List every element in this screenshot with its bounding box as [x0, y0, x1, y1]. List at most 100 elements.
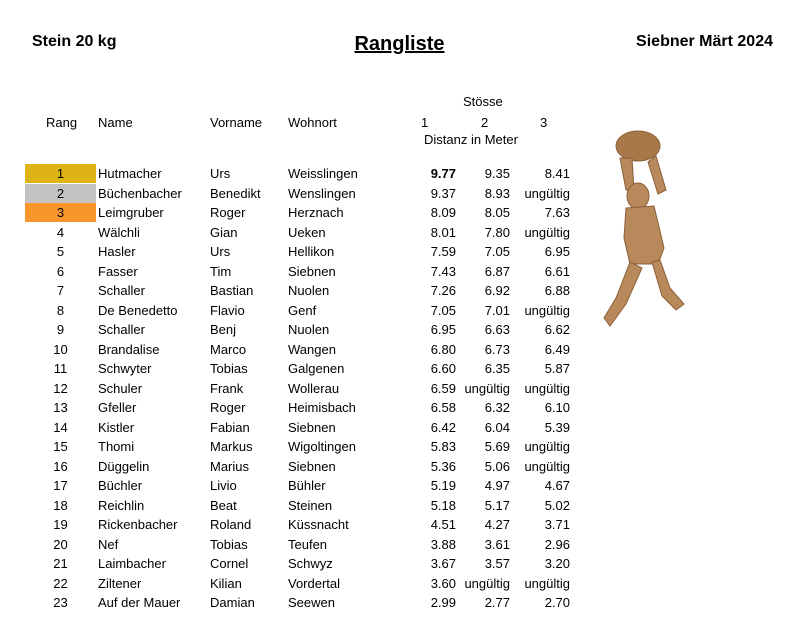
table-row: 18 Reichlin Beat Steinen 5.18 5.17 5.02: [0, 496, 600, 515]
first-name-cell: Roger: [210, 205, 246, 220]
rank-cell: 1: [25, 164, 96, 183]
residence-cell: Küssnacht: [288, 517, 349, 532]
first-name-cell: Beat: [210, 497, 237, 513]
rank-cell: 3: [25, 203, 96, 222]
residence-cell: Wigoltingen: [288, 439, 356, 454]
throw-2-cell: 6.87: [484, 263, 510, 279]
residence-cell: Siebnen: [288, 458, 336, 474]
throw-1-cell: 8.09: [430, 205, 456, 220]
table-row: 2 Büchenbacher Benedikt Wenslingen 9.37 8.93 u…: [0, 183, 600, 203]
throw-2-cell: 6.92: [484, 283, 510, 298]
residence-cell: Schwyz: [288, 556, 333, 571]
table-row: 10 Brandalise Marco Wangen 6.80 6.73 6.49: [0, 340, 600, 359]
table-row: 20 Nef Tobias Teufen 3.88 3.61 2.96: [0, 535, 600, 554]
residence-cell: Siebnen: [288, 419, 336, 435]
name-cell: Kistler: [98, 419, 135, 435]
first-name-cell: Damian: [210, 595, 255, 610]
throw-3-cell: 7.63: [544, 205, 570, 220]
table-row: 3 Leimgruber Roger Herznach 8.09 8.05 7.63: [0, 203, 600, 222]
rank-cell: 22: [53, 575, 68, 591]
throw-1-cell: 3.60: [430, 575, 456, 591]
name-cell: Schaller: [98, 283, 145, 298]
table-row: 14 Kistler Fabian Siebnen 6.42 6.04 5.39: [0, 418, 600, 437]
residence-cell: Heimisbach: [288, 400, 356, 415]
first-name-cell: Cornel: [210, 556, 249, 571]
throw-1-cell: 9.77: [430, 166, 456, 181]
residence-cell: Seewen: [288, 595, 335, 610]
table-row: 17 Büchler Livio Bühler 5.19 4.97 4.67: [0, 476, 600, 495]
throw-3-cell: ungültig: [524, 185, 570, 201]
residence-cell: Steinen: [288, 497, 333, 513]
throw-1-cell: 6.80: [430, 341, 456, 357]
residence-cell: Herznach: [288, 205, 344, 220]
table-row: 7 Schaller Bastian Nuolen 7.26 6.92 6.88: [0, 281, 600, 300]
first-name-cell: Urs: [210, 244, 231, 259]
name-cell: Gfeller: [98, 400, 137, 415]
first-name-cell: Marco: [210, 341, 247, 357]
residence-cell: Ueken: [288, 224, 326, 240]
throw-1-cell: 5.83: [430, 439, 456, 454]
throw-1-cell: 3.67: [430, 556, 456, 571]
rank-cell: 12: [53, 380, 68, 396]
first-name-cell: Livio: [210, 478, 237, 493]
rank-cell: 16: [53, 458, 68, 474]
category-label: Stein 20 kg: [32, 33, 117, 50]
throw-2-cell: 6.04: [484, 419, 510, 435]
first-name-cell: Roger: [210, 400, 246, 415]
event-label: Siebner Märt 2024: [636, 33, 773, 50]
throw-3-cell: 3.71: [544, 517, 570, 532]
first-name-cell: Tobias: [210, 361, 248, 376]
residence-cell: Wangen: [288, 341, 336, 357]
throw-3-cell: ungültig: [524, 575, 570, 591]
residence-cell: Hellikon: [288, 244, 335, 259]
residence-cell: Vordertal: [288, 575, 341, 591]
table-row: 1 Hutmacher Urs Weisslingen 9.77 9.35 8.41: [0, 164, 600, 183]
name-cell: Auf der Mauer: [98, 595, 181, 610]
column-header-wohnort: Wohnort: [288, 115, 337, 130]
throw-3-cell: 6.49: [544, 341, 570, 357]
throw-2-cell: 6.32: [484, 400, 510, 415]
throw-1-cell: 6.42: [430, 419, 456, 435]
throw-1-cell: 7.05: [430, 302, 456, 318]
throw-3-cell: ungültig: [524, 439, 570, 454]
name-cell: Rickenbacher: [98, 517, 178, 532]
rank-cell: 18: [53, 497, 68, 513]
throw-1-cell: 6.59: [430, 380, 456, 396]
throw-2-cell: 6.35: [484, 361, 510, 376]
first-name-cell: Kilian: [210, 575, 242, 591]
throw-3-cell: 6.95: [544, 244, 570, 259]
throw-3-cell: ungültig: [524, 302, 570, 318]
throw-3-cell: ungültig: [524, 224, 570, 240]
name-cell: Schuler: [98, 380, 143, 396]
throw-3-cell: 5.02: [544, 497, 570, 513]
name-cell: Düggelin: [98, 458, 150, 474]
name-cell: Brandalise: [98, 341, 160, 357]
rank-cell: 23: [53, 595, 68, 610]
throw-2-cell: 8.05: [484, 205, 510, 220]
rank-cell: 7: [56, 283, 65, 298]
name-cell: Schwyter: [98, 361, 152, 376]
residence-cell: Wenslingen: [288, 185, 356, 201]
throw-1-cell: 5.36: [430, 458, 456, 474]
rank-cell: 19: [53, 517, 68, 532]
rank-cell: 2: [25, 183, 96, 203]
throw-1-cell: 8.01: [430, 224, 456, 240]
first-name-cell: Fabian: [210, 419, 250, 435]
throw-2-cell: 2.77: [484, 595, 510, 610]
throw-1-cell: 5.18: [430, 497, 456, 513]
first-name-cell: Marius: [210, 458, 250, 474]
first-name-cell: Markus: [210, 439, 253, 454]
throw-3-cell: 6.88: [544, 283, 570, 298]
throw-2-cell: 7.80: [484, 224, 510, 240]
rank-cell: 13: [53, 400, 68, 415]
table-row: 22 Ziltener Kilian Vordertal 3.60 ungültig ung…: [0, 574, 600, 593]
first-name-cell: Bastian: [210, 283, 254, 298]
throw-3-cell: 6.61: [544, 263, 570, 279]
throw-2-cell: 3.61: [484, 536, 510, 552]
first-name-cell: Flavio: [210, 302, 245, 318]
name-cell: Wälchli: [98, 224, 140, 240]
column-header-rang: Rang: [46, 115, 78, 130]
table-row: 11 Schwyter Tobias Galgenen 6.60 6.35 5.87: [0, 359, 600, 378]
rank-cell: 21: [53, 556, 68, 571]
first-name-cell: Frank: [210, 380, 244, 396]
